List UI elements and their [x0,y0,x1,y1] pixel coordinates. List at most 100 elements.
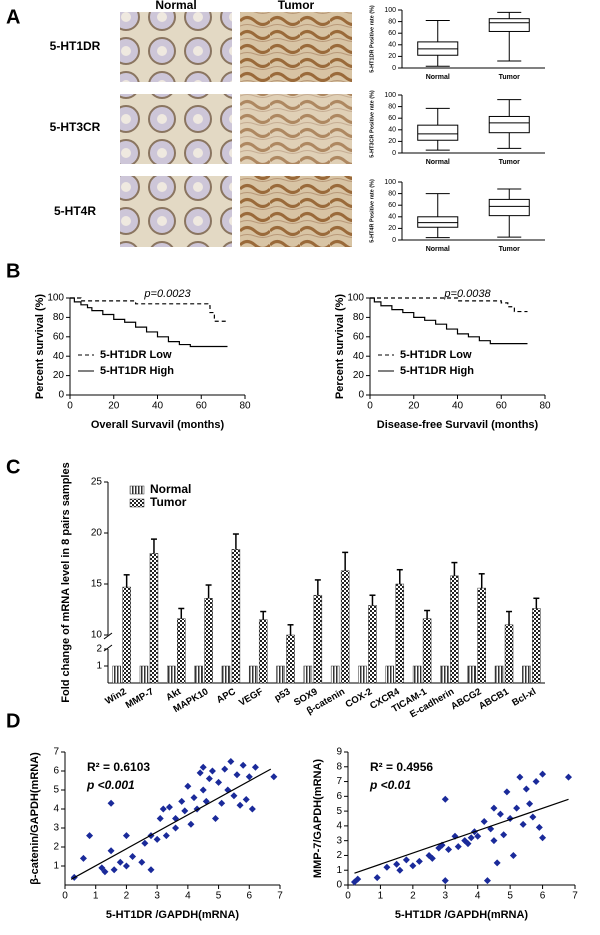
legend-swatch [129,485,145,495]
box [488,115,530,134]
x-tick-label: p53 [273,686,293,704]
y-tick-label: 4 [53,804,59,815]
bar [385,665,395,684]
point [467,834,475,842]
y-axis-label: 5-HT1DR Positive rate (%) [369,5,375,73]
point [396,866,404,874]
bar [358,665,367,684]
point [539,770,547,778]
bar [330,665,340,684]
panel-label: A [6,6,20,28]
x-tick-label: 6 [247,891,253,902]
point [415,857,423,865]
point [212,815,219,822]
point [178,797,186,805]
point [565,773,573,781]
y-axis-label: Percent survival (%) [334,294,346,399]
bar [248,665,258,684]
y-tick-label: 40 [53,351,65,362]
x-tick-label: 0 [67,401,73,412]
point [208,767,216,775]
y-axis-label: 5-HT4R Positive rate (%) [369,179,375,243]
point [199,763,207,771]
y-tick-label: 0 [336,880,342,891]
x-tick-label: 4 [185,891,191,902]
y-axis-label: β-catenin/GAPDH(mRNA) [29,752,41,885]
x-tick-label: 0 [345,891,351,902]
bar [122,586,131,684]
point [496,810,504,818]
column-header: Tumor [278,0,315,12]
annotation: p <0.01 [369,778,411,792]
point [116,858,124,866]
point [519,820,527,828]
x-tick-label: 5 [507,891,513,902]
point [539,834,547,842]
point [354,875,362,883]
y-tick-label: 100 [47,293,64,304]
x-tick-label: 60 [196,401,208,412]
point [233,771,241,779]
bar [440,665,449,684]
x-tick-label: 0 [367,401,373,412]
y-tick-label: 100 [384,92,396,99]
point [251,763,259,771]
point [490,804,498,812]
y-tick-label: 40 [388,127,396,134]
y-tick-label: 60 [53,331,65,342]
x-tick-label: ABCG2 [449,686,483,712]
x-tick-label: ABCB1 [477,686,511,712]
bar [194,665,203,684]
box [488,18,530,32]
x-tick-label: 80 [239,401,251,412]
x-tick-label: 20 [108,401,120,412]
point [159,805,167,813]
point [535,823,543,831]
bar [340,570,350,684]
x-tick-label: 2 [124,891,130,902]
trendline [354,798,569,874]
point [526,800,534,808]
y-tick-label: 20 [353,370,365,381]
point [239,761,247,769]
x-tick-label: 3 [154,891,160,902]
bar [467,665,476,684]
point [242,796,250,803]
y-axis-label: MMP-7/GAPDH(mRNA) [312,759,324,879]
x-tick-label: 20 [408,401,420,412]
y-axis-label: Fold change of mRNA level in 8 pairs sam… [60,462,72,702]
point [221,765,229,773]
y-tick-label: 3 [53,823,59,834]
y-tick-label: 80 [388,103,396,110]
trendline [70,768,272,880]
y-tick-label: 60 [388,30,396,37]
y-tick-label: 15 [91,579,103,590]
point [184,782,192,790]
x-tick-label: 40 [152,401,164,412]
micrograph [240,12,352,82]
point [513,804,521,812]
point [79,854,87,862]
point [454,843,462,851]
x-axis-label: 5-HT1DR /GAPDH(mRNA) [106,909,240,921]
bar [204,598,213,684]
y-tick-label: 20 [388,225,396,232]
box [417,216,459,228]
survival-curve [370,297,528,345]
point [153,835,161,843]
y-tick-label: 20 [53,370,65,381]
x-tick-label: 2 [410,891,416,902]
point [474,832,482,840]
y-tick-label: 20 [388,53,396,60]
point [500,831,508,839]
point [147,866,155,874]
annotation: p <0.001 [86,778,135,792]
point [107,799,115,807]
y-tick-label: 6 [336,791,342,802]
y-tick-label: 40 [388,214,396,221]
y-tick-label: 0 [392,65,396,72]
point [196,769,204,777]
y-tick-label: 1 [336,865,342,876]
legend-label: 5-HT1DR High [100,365,174,377]
